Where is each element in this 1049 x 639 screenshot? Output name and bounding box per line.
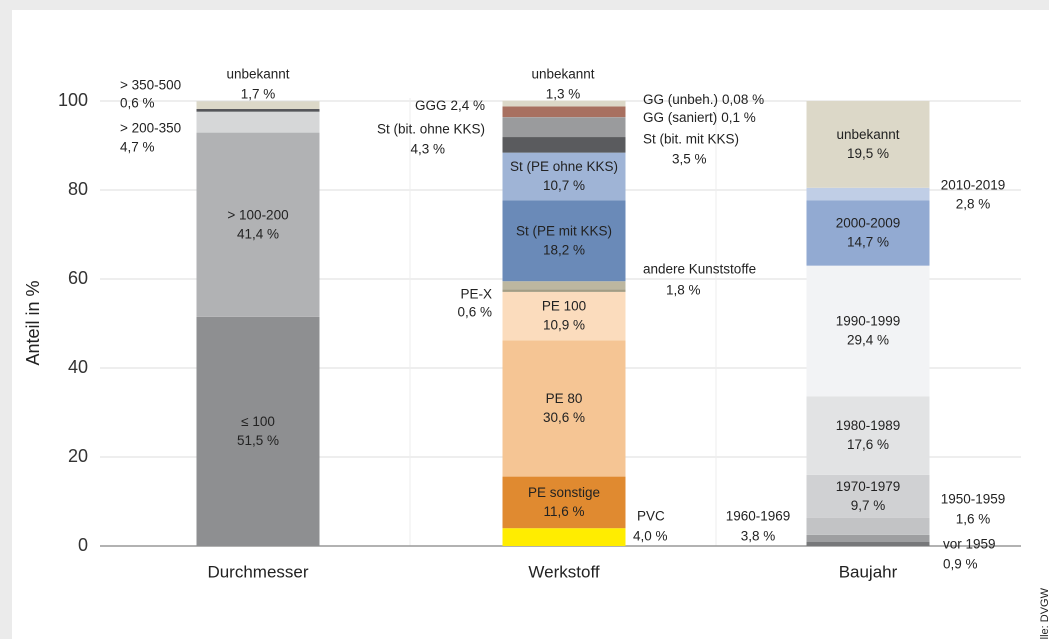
segment-value: 29,4 %: [847, 333, 889, 348]
segment-name: 2010-2019: [941, 178, 1006, 193]
bar-segment: [806, 474, 930, 518]
segment-value: 51,5 %: [237, 433, 279, 448]
segment-value: 17,6 %: [847, 437, 889, 452]
segment-name: 1980-1989: [836, 418, 901, 433]
segment-name: PE-X: [460, 287, 492, 302]
bar-segment: [502, 200, 626, 282]
bar-segment: [806, 541, 930, 546]
segment-name: andere Kunststoffe: [643, 262, 756, 277]
segment-value: 1,8 %: [666, 283, 701, 298]
bar-segment: [806, 265, 930, 397]
bar-segment: [196, 101, 320, 110]
segment-value: 19,5 %: [847, 146, 889, 161]
bar-segment: [806, 101, 930, 188]
bar-segment: [502, 289, 626, 292]
segment-name: St (bit. ohne KKS): [377, 122, 485, 137]
segment-value: 0,9 %: [943, 557, 978, 572]
segment-value: 4,0 %: [633, 529, 668, 544]
segment-name: St (PE ohne KKS): [510, 159, 618, 174]
bar-segment: [502, 100, 626, 107]
bar-segment: [806, 396, 930, 475]
segment-name: PE 80: [546, 391, 583, 406]
bar-segment: [502, 117, 626, 118]
y-axis-label: Anteil in %: [23, 280, 43, 365]
y-tick-label: 40: [68, 357, 88, 377]
segment-name: PVC: [637, 509, 665, 524]
y-tick-label: 0: [78, 535, 88, 555]
segment-name: GG (unbeh.): [643, 92, 718, 107]
segment-name: 1970-1979: [836, 479, 901, 494]
segment-name: ≤ 100: [241, 414, 275, 429]
segment-value: 1,6 %: [956, 512, 991, 527]
bar-segment: [806, 517, 930, 535]
bar-segment: [196, 109, 320, 112]
x-tick-label: Durchmesser: [207, 562, 308, 581]
bar-segment: [502, 106, 626, 118]
bar-segment: [806, 200, 930, 266]
segment-value: 1,7 %: [241, 87, 276, 102]
y-tick-label: 60: [68, 268, 88, 288]
bar-segment: [502, 117, 626, 118]
bar-segment: [502, 137, 626, 153]
segment-name: PE 100: [542, 299, 586, 314]
segment-value: 2,4 %: [450, 98, 485, 113]
bar-segment: [502, 117, 626, 138]
segment-value: 9,7 %: [851, 498, 886, 513]
bar-segment: [502, 476, 626, 529]
segment-value: 3,5 %: [672, 152, 707, 167]
segment-value: 0,08 %: [722, 92, 764, 107]
segment-name: 1950-1959: [941, 492, 1006, 507]
segment-name: unbekannt: [836, 127, 899, 142]
segment-value: 1,3 %: [546, 87, 581, 102]
segment-name: GGG: [415, 98, 447, 113]
y-tick-label: 80: [68, 179, 88, 199]
segment-label: GG (unbeh.) 0,08 %: [643, 92, 764, 107]
segment-name: > 200-350: [120, 121, 181, 136]
segment-value: 10,7 %: [543, 178, 585, 193]
segment-name: 2000-2009: [836, 216, 901, 231]
segment-value: 0,6 %: [120, 96, 155, 111]
bar-segment: [502, 281, 626, 290]
segment-value: 4,7 %: [120, 140, 155, 155]
bar-segment: [196, 316, 320, 546]
x-tick-label: Baujahr: [839, 562, 898, 581]
y-tick-label: 100: [58, 90, 88, 110]
segment-label: GG (saniert) 0,1 %: [643, 110, 756, 125]
segment-value: 2,8 %: [956, 197, 991, 212]
segment-value: 0,1 %: [721, 110, 756, 125]
segment-name: > 350-500: [120, 78, 181, 93]
y-tick-label: 20: [68, 446, 88, 466]
segment-value: 3,8 %: [741, 529, 776, 544]
bar-segment: [806, 534, 930, 542]
segment-value: 18,2 %: [543, 242, 585, 257]
bar-segment: [806, 187, 930, 201]
bar-segment: [196, 132, 320, 317]
segment-value: 11,6 %: [543, 504, 584, 519]
segment-value: 10,9 %: [543, 318, 585, 333]
bar-segment: [502, 340, 626, 477]
segment-name: 1960-1969: [726, 509, 791, 524]
source: Quelle: DVGW: [1039, 587, 1049, 639]
segment-name: PE sonstige: [528, 485, 600, 500]
segment-name: > 100-200: [227, 207, 288, 222]
segment-label: GGG 2,4 %: [415, 98, 485, 113]
segment-name: unbekannt: [226, 67, 289, 82]
segment-value: 4,3 %: [410, 142, 445, 157]
segment-value: 30,6 %: [543, 410, 585, 425]
bar-segment: [502, 528, 626, 546]
bar-segment: [502, 291, 626, 341]
segment-value: 41,4 %: [237, 226, 279, 241]
segment-name: 1990-1999: [836, 314, 901, 329]
segment-value: 0,6 %: [457, 305, 492, 320]
x-tick-label: Werkstoff: [528, 562, 599, 581]
segment-name: unbekannt: [531, 67, 594, 82]
segment-name: vor 1959: [943, 537, 996, 552]
segment-name: St (PE mit KKS): [516, 223, 612, 238]
segment-name: GG (saniert): [643, 110, 717, 125]
segment-value: 14,7 %: [847, 235, 889, 250]
bar-segment: [502, 152, 626, 201]
segment-name: St (bit. mit KKS): [643, 132, 739, 147]
bar-segment: [196, 111, 320, 133]
